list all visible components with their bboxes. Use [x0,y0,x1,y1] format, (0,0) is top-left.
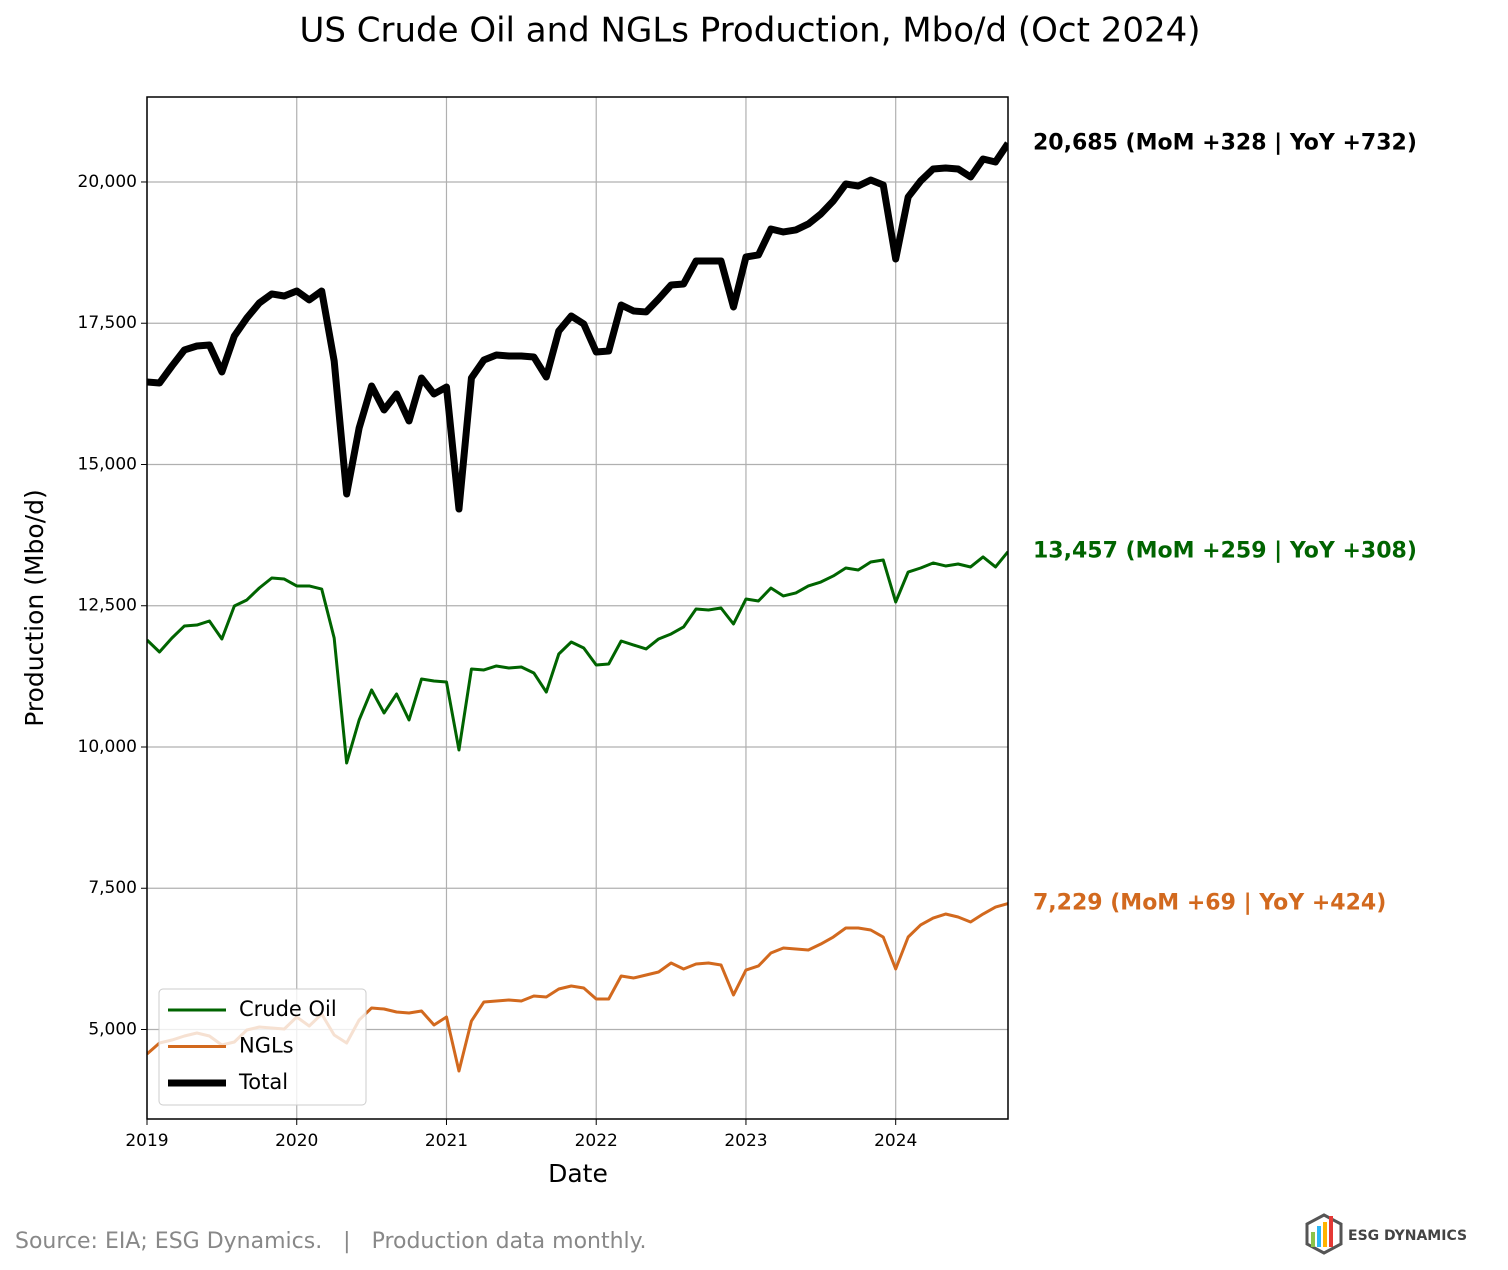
logo-bar [1311,1232,1315,1247]
x-tick-label: 2023 [724,1131,767,1151]
x-tick-label: 2021 [425,1131,468,1151]
logo-bar [1317,1226,1321,1247]
end-annotation: 13,457 (MoM +259 | YoY +308) [1033,539,1417,564]
y-axis-label: Production (Mbo/d) [20,489,49,727]
y-tick-label: 7,500 [88,878,137,898]
legend-label: Crude Oil [239,997,337,1021]
legend-label: NGLs [239,1034,294,1058]
x-axis-label: Date [548,1159,608,1188]
end-annotation: 7,229 (MoM +69 | YoY +424) [1033,891,1386,916]
y-tick-label: 20,000 [78,172,137,192]
data-line [147,141,1008,513]
logo: ESG DYNAMICS [1305,1213,1467,1255]
logo-text: ESG DYNAMICS [1348,1228,1467,1244]
plot-frame [146,96,1009,1120]
legend-box [158,988,367,1106]
x-tick-label: 2022 [575,1131,618,1151]
y-tick-label: 10,000 [78,737,137,757]
logo-bar [1329,1216,1333,1247]
data-line [147,550,1008,765]
legend-label: Total [238,1070,288,1094]
y-tick-label: 15,000 [78,454,137,474]
x-tick-label: 2020 [275,1131,318,1151]
x-tick-label: 2024 [874,1131,917,1151]
y-tick-label: 17,500 [78,313,137,333]
y-tick-label: 12,500 [78,596,137,616]
y-tick-label: 5,000 [88,1020,137,1040]
logo-bar [1323,1222,1327,1247]
end-annotation: 20,685 (MoM +328 | YoY +732) [1033,130,1417,155]
source-note: Source: EIA; ESG Dynamics. | Production … [15,1229,647,1254]
chart-title: US Crude Oil and NGLs Production, Mbo/d … [299,11,1200,51]
logo-hexagon [1305,1213,1343,1255]
x-tick-label: 2019 [125,1131,168,1151]
